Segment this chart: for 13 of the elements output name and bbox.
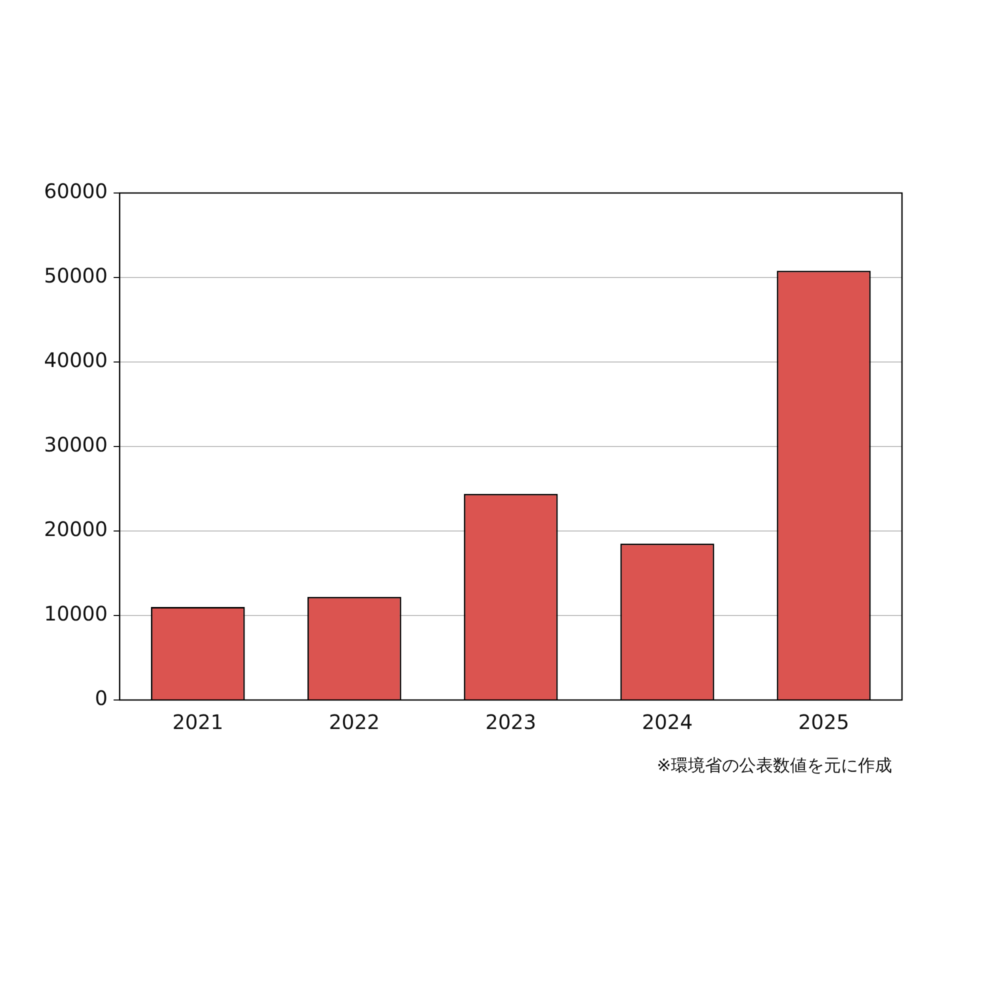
y-tick-label: 30000 <box>44 432 108 457</box>
x-tick-label: 2024 <box>642 710 693 734</box>
text: ※環境省の公表数値を元に作成 <box>656 756 892 776</box>
x-tick-label: 2021 <box>172 710 224 734</box>
y-tick-label: 60000 <box>44 179 108 204</box>
y-tick-label: 10000 <box>44 602 108 626</box>
x-tick-label: 2023 <box>485 710 536 734</box>
y-tick-label: 40000 <box>44 348 108 372</box>
x-tick-label: 2025 <box>798 710 850 734</box>
y-tick-label: 20000 <box>44 517 108 542</box>
y-tick-label: 0 <box>94 686 108 710</box>
y-tick-label: 50000 <box>44 264 108 288</box>
x-tick-label: 2022 <box>328 710 380 734</box>
